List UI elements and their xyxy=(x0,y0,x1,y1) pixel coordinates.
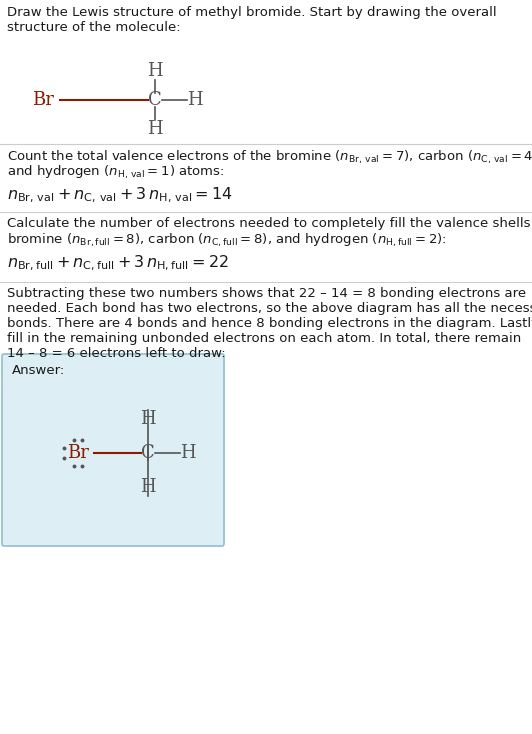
Text: Count the total valence electrons of the bromine ($n_{\mathrm{Br,\,val}} = 7$), : Count the total valence electrons of the… xyxy=(7,149,532,167)
Text: structure of the molecule:: structure of the molecule: xyxy=(7,21,181,34)
Text: C: C xyxy=(148,91,162,109)
Text: fill in the remaining unbonded electrons on each atom. In total, there remain: fill in the remaining unbonded electrons… xyxy=(7,332,521,345)
Text: H: H xyxy=(140,410,156,428)
Text: H: H xyxy=(147,120,163,138)
Text: H: H xyxy=(140,478,156,496)
Text: Answer:: Answer: xyxy=(12,364,65,377)
Text: bromine ($n_{\mathrm{Br,full}} = 8$), carbon ($n_{\mathrm{C,full}} = 8$), and hy: bromine ($n_{\mathrm{Br,full}} = 8$), ca… xyxy=(7,232,447,250)
Text: H: H xyxy=(180,444,196,462)
Text: Draw the Lewis structure of methyl bromide. Start by drawing the overall: Draw the Lewis structure of methyl bromi… xyxy=(7,6,497,19)
Text: Subtracting these two numbers shows that 22 – 14 = 8 bonding electrons are: Subtracting these two numbers shows that… xyxy=(7,287,526,300)
Text: H: H xyxy=(187,91,203,109)
Text: C: C xyxy=(141,444,155,462)
Text: Br: Br xyxy=(67,444,89,462)
Text: $n_{\mathrm{Br,\,val}} + n_{\mathrm{C,\,val}} + 3\,n_{\mathrm{H,\,val}} = 14$: $n_{\mathrm{Br,\,val}} + n_{\mathrm{C,\,… xyxy=(7,186,233,206)
FancyBboxPatch shape xyxy=(2,354,224,546)
Text: Br: Br xyxy=(32,91,54,109)
Text: 14 – 8 = 6 electrons left to draw:: 14 – 8 = 6 electrons left to draw: xyxy=(7,347,226,360)
Text: H: H xyxy=(147,62,163,80)
Text: Calculate the number of electrons needed to completely fill the valence shells f: Calculate the number of electrons needed… xyxy=(7,217,532,230)
Text: $n_{\mathrm{Br,full}} + n_{\mathrm{C,full}} + 3\,n_{\mathrm{H,full}} = 22$: $n_{\mathrm{Br,full}} + n_{\mathrm{C,ful… xyxy=(7,254,229,273)
Text: needed. Each bond has two electrons, so the above diagram has all the necessary: needed. Each bond has two electrons, so … xyxy=(7,302,532,315)
Text: bonds. There are 4 bonds and hence 8 bonding electrons in the diagram. Lastly,: bonds. There are 4 bonds and hence 8 bon… xyxy=(7,317,532,330)
Text: and hydrogen ($n_{\mathrm{H,\,val}} = 1$) atoms:: and hydrogen ($n_{\mathrm{H,\,val}} = 1$… xyxy=(7,164,225,181)
